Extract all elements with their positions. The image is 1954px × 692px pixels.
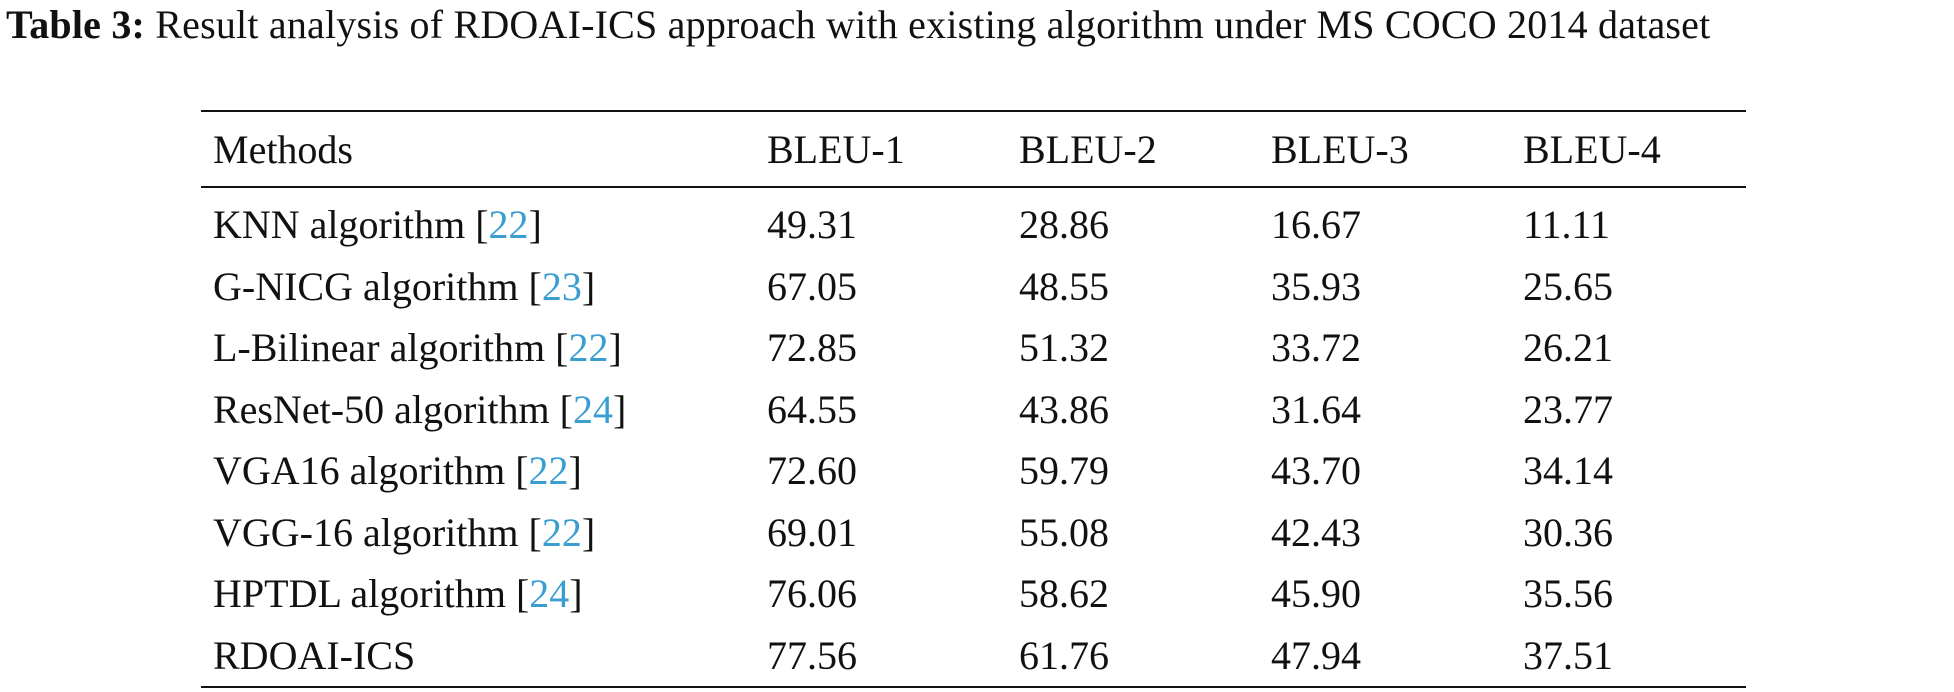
header-bleu-1: BLEU-1 (767, 126, 905, 172)
bleu-2-cell: 59.79 (1019, 448, 1109, 494)
bleu-4-cell: 34.14 (1523, 448, 1613, 494)
results-table: Methods BLEU-1 BLEU-2 BLEU-3 BLEU-4 KNN … (201, 110, 1746, 688)
table-row: HPTDL algorithm [24] 76.06 58.62 45.90 35.56 (201, 563, 1746, 625)
citation-bracket-open: [ (559, 386, 573, 432)
bleu-1-cell: 72.60 (767, 448, 857, 494)
bleu-2-cell: 43.86 (1019, 386, 1109, 432)
bleu-3-cell: 43.70 (1271, 448, 1361, 494)
bleu-3-cell: 47.94 (1271, 632, 1361, 678)
table-row: ResNet-50 algorithm [24] 64.55 43.86 31.64 2… (201, 379, 1746, 441)
method-name: HPTDL algorithm (213, 571, 516, 617)
bleu-2-cell: 55.08 (1019, 509, 1109, 555)
citation-link[interactable]: 24 (529, 571, 570, 617)
results-table-container: Methods BLEU-1 BLEU-2 BLEU-3 BLEU-4 KNN … (201, 110, 1746, 688)
bleu-3-cell: 35.93 (1271, 263, 1361, 309)
caption-text: Result analysis of RDOAI-ICS approach wi… (145, 2, 1711, 47)
header-bleu-3: BLEU-3 (1271, 126, 1409, 172)
method-name: RDOAI-ICS (213, 632, 416, 678)
method-cell: VGG-16 algorithm [22] (201, 502, 767, 564)
method-cell: G-NICG algorithm [23] (201, 256, 767, 318)
method-cell: HPTDL algorithm [24] (201, 563, 767, 625)
bleu-2-cell: 51.32 (1019, 325, 1109, 371)
bleu-2-cell: 61.76 (1019, 632, 1109, 678)
method-cell: L-Bilinear algorithm [22] (201, 317, 767, 379)
bleu-4-cell: 11.11 (1523, 202, 1611, 248)
bleu-1-cell: 76.06 (767, 571, 857, 617)
citation-bracket-open: [ (528, 263, 542, 309)
citation-bracket-close: ] (612, 386, 627, 432)
citation-bracket-close: ] (569, 571, 583, 617)
citation-bracket-open: [ (528, 509, 542, 555)
bleu-1-cell: 64.55 (767, 386, 857, 432)
citation-link[interactable]: 22 (488, 202, 529, 248)
table-row: VGA16 algorithm [22] 72.60 59.79 43.70 34.14 (201, 440, 1746, 502)
citation-link[interactable]: 23 (541, 263, 582, 309)
table-row: L-Bilinear algorithm [22] 72.85 51.32 33.72… (201, 317, 1746, 379)
bleu-3-cell: 31.64 (1271, 386, 1361, 432)
bleu-2-cell: 48.55 (1019, 263, 1109, 309)
table-row: VGG-16 algorithm [22] 69.01 55.08 42.43 30.3… (201, 502, 1746, 564)
table-row: RDOAI-ICS 77.56 61.76 47.94 37.51 (201, 625, 1746, 688)
header-bleu-4: BLEU-4 (1523, 126, 1661, 172)
header-bleu-2: BLEU-2 (1019, 126, 1157, 172)
table-row: G-NICG algorithm [23] 67.05 48.55 35.93 25.6… (201, 256, 1746, 318)
bleu-1-cell: 72.85 (767, 325, 857, 371)
method-name: VGA16 algorithm (213, 448, 516, 494)
bleu-4-cell: 26.21 (1523, 325, 1613, 371)
method-name: VGG-16 algorithm (213, 509, 529, 555)
method-cell: VGA16 algorithm [22] (201, 440, 767, 502)
bleu-1-cell: 69.01 (767, 509, 857, 555)
bleu-2-cell: 58.62 (1019, 571, 1109, 617)
method-name: G-NICG algorithm (213, 263, 529, 309)
citation-bracket-open: [ (475, 202, 489, 248)
citation-bracket-open: [ (555, 325, 569, 371)
bleu-1-cell: 77.56 (767, 632, 857, 678)
table-caption: Table 3: Result analysis of RDOAI-ICS ap… (6, 0, 1950, 50)
bleu-3-cell: 16.67 (1271, 202, 1361, 248)
citation-bracket-close: ] (528, 202, 542, 248)
table-row: KNN algorithm [22] 49.31 28.86 16.67 11.11 (201, 187, 1746, 256)
citation-link[interactable]: 24 (572, 386, 613, 432)
citation-bracket-close: ] (581, 509, 596, 555)
citation-link[interactable]: 22 (541, 509, 582, 555)
bleu-3-cell: 42.43 (1271, 509, 1361, 555)
bleu-1-cell: 67.05 (767, 263, 857, 309)
method-cell: RDOAI-ICS (201, 625, 767, 688)
bleu-4-cell: 30.36 (1523, 509, 1613, 555)
method-name: KNN algorithm (213, 202, 476, 248)
bleu-4-cell: 23.77 (1523, 386, 1613, 432)
bleu-3-cell: 45.90 (1271, 571, 1361, 617)
table-body: KNN algorithm [22] 49.31 28.86 16.67 11.11 G-… (201, 187, 1746, 687)
citation-link[interactable]: 22 (568, 325, 609, 371)
bleu-3-cell: 33.72 (1271, 325, 1361, 371)
method-name: L-Bilinear algorithm (213, 325, 556, 371)
bleu-1-cell: 49.31 (767, 202, 857, 248)
citation-bracket-open: [ (515, 448, 529, 494)
table-header-row: Methods BLEU-1 BLEU-2 BLEU-3 BLEU-4 (201, 111, 1746, 187)
citation-bracket-close: ] (581, 263, 596, 309)
citation-link[interactable]: 22 (528, 448, 569, 494)
citation-bracket-close: ] (568, 448, 582, 494)
bleu-4-cell: 35.56 (1523, 571, 1613, 617)
caption-label: Table 3: (6, 2, 146, 47)
bleu-4-cell: 25.65 (1523, 263, 1613, 309)
bleu-4-cell: 37.51 (1523, 632, 1613, 678)
citation-bracket-close: ] (608, 325, 622, 371)
citation-bracket-open: [ (515, 571, 530, 617)
method-name: ResNet-50 algorithm (213, 386, 560, 432)
header-methods: Methods (213, 126, 353, 172)
bleu-2-cell: 28.86 (1019, 202, 1109, 248)
method-cell: ResNet-50 algorithm [24] (201, 379, 767, 441)
method-cell: KNN algorithm [22] (201, 187, 767, 256)
